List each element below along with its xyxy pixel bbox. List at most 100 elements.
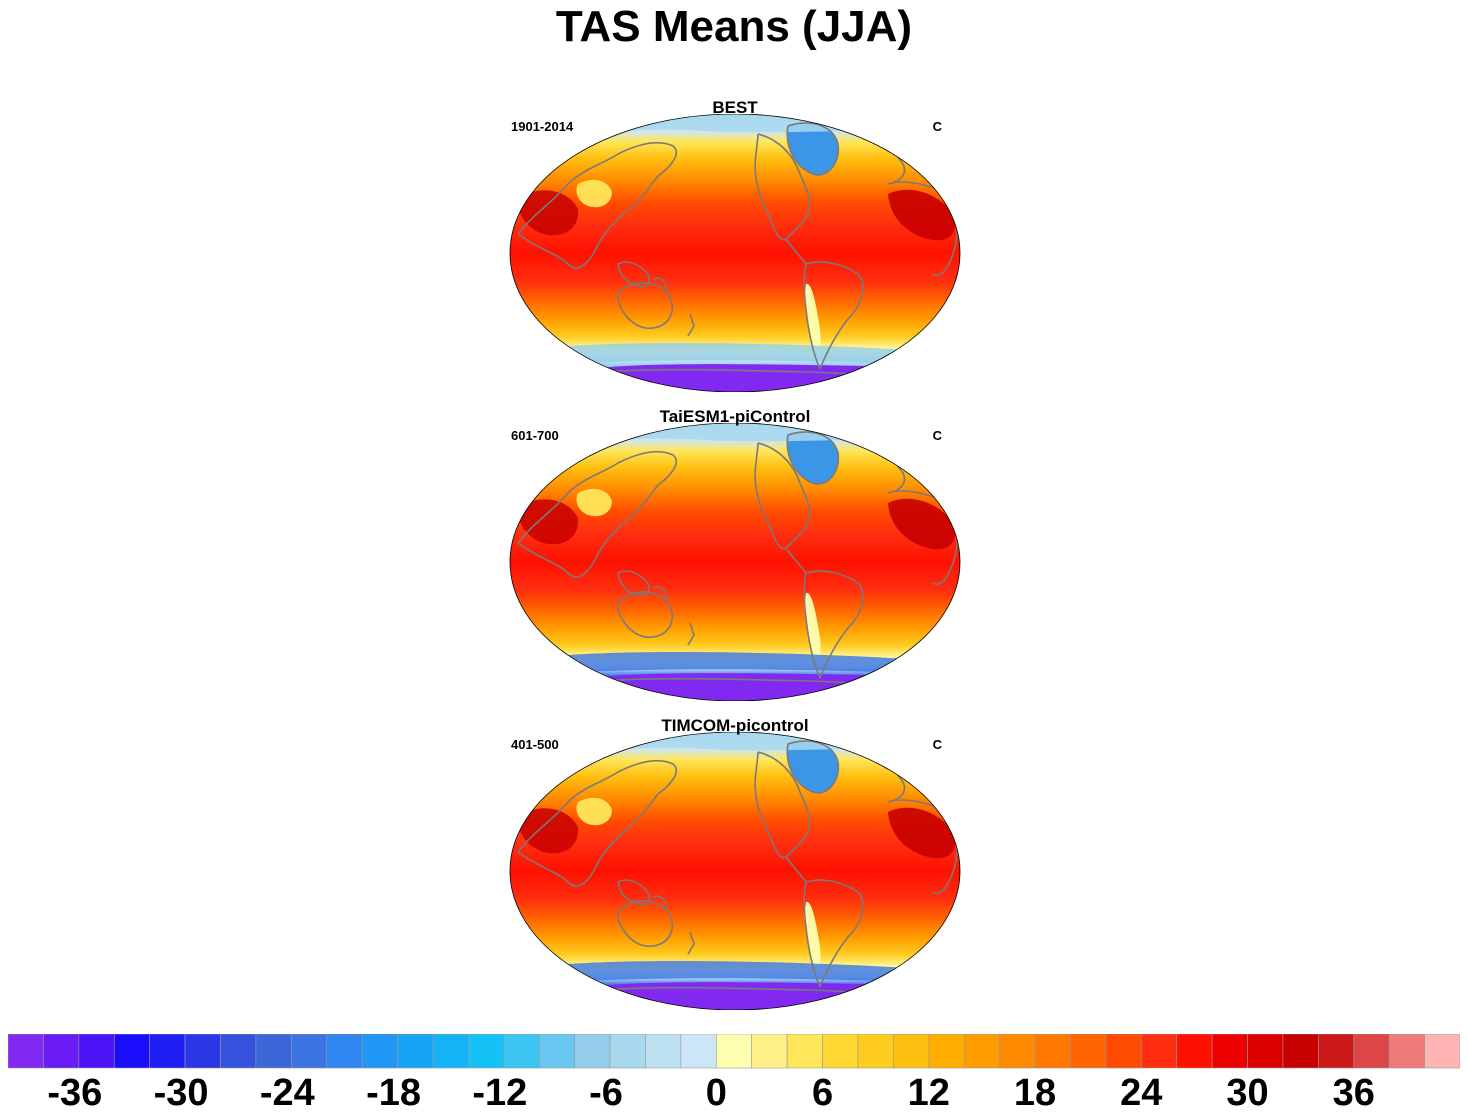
colorbar-box: [149, 1034, 186, 1069]
colorbar-box: [609, 1034, 646, 1069]
colorbar-tick-label: 0: [705, 1072, 727, 1114]
south-america-coastline: [803, 261, 864, 370]
greenland-coastline: [786, 122, 840, 176]
colorbar-box: [822, 1034, 859, 1069]
panel-title: TaiESM1-piControl: [659, 407, 811, 426]
colorbar-box: [1424, 1034, 1460, 1069]
southern-ocean-band: [568, 652, 908, 673]
south-america-coastline: [803, 879, 864, 988]
eurasia-coastline: [517, 142, 678, 269]
colorbar-box: [503, 1034, 540, 1069]
southern-ocean-band: [568, 961, 908, 982]
colorbar-box: [184, 1034, 221, 1069]
colorbar-tick-label: -24: [259, 1072, 315, 1114]
colorbar-box: [1070, 1034, 1107, 1069]
colorbar-box: [1034, 1034, 1071, 1069]
greenland-region: [787, 123, 839, 175]
colorbar-box: [715, 1034, 752, 1069]
colorbar-box: [1282, 1034, 1319, 1069]
colorbar: [8, 1034, 1460, 1069]
panel-period-label: 601-700: [511, 428, 559, 443]
new-zealand-coastline: [687, 931, 695, 955]
panel-title: TIMCOM-picontrol: [661, 716, 809, 735]
colorbar-box: [220, 1034, 257, 1069]
colorbar-tick-label: -12: [472, 1072, 528, 1114]
middle-east-hot-region: [517, 190, 579, 236]
central-america-coastline: [785, 547, 807, 574]
colorbar-box: [1211, 1034, 1248, 1069]
colorbar-box: [397, 1034, 434, 1069]
central-america-coastline: [785, 238, 807, 265]
map-plot: [509, 114, 961, 392]
colorbar-box: [326, 1034, 363, 1069]
middle-east-hot-region: [517, 808, 579, 854]
panel-units-label: C: [932, 428, 942, 443]
map-border: [509, 732, 961, 1010]
greenland-coastline: [786, 431, 840, 485]
colorbar-tick-label: -6: [589, 1072, 623, 1114]
island-coastline: [652, 586, 668, 600]
eurasia-coastline: [517, 451, 678, 578]
australia-coastline: [617, 282, 674, 329]
panel-period-label: 401-500: [511, 737, 559, 752]
southern-ocean-band: [568, 343, 908, 364]
colorbar-box: [751, 1034, 788, 1069]
greenland-coastline: [786, 740, 840, 794]
south-america-coastline: [803, 570, 864, 679]
antarctica-region: [588, 982, 868, 1010]
antarctica-region: [588, 673, 868, 701]
colorbar-box: [1247, 1034, 1284, 1069]
sahara-hot-region: [888, 807, 956, 859]
colorbar-box: [1176, 1034, 1213, 1069]
colorbar-tick-label: 12: [907, 1072, 950, 1114]
eurasia-coastline: [517, 760, 678, 887]
colorbar-box: [857, 1034, 894, 1069]
colorbar-box: [645, 1034, 682, 1069]
new-zealand-coastline: [687, 622, 695, 646]
map-plot: [509, 732, 961, 1010]
colorbar-box: [113, 1034, 150, 1069]
panel-title: BEST: [712, 98, 758, 117]
colorbar-box: [43, 1034, 80, 1069]
panel-period-label: 1901-2014: [511, 119, 574, 134]
australia-coastline: [617, 900, 674, 947]
tibet-cool-region: [576, 488, 612, 517]
colorbar-box: [291, 1034, 328, 1069]
colorbar-box: [1353, 1034, 1390, 1069]
colorbar-box: [78, 1034, 115, 1069]
colorbar-box: [574, 1034, 611, 1069]
colorbar-tick-label: -36: [47, 1072, 103, 1114]
greenland-region: [787, 741, 839, 793]
andes-cool-region: [804, 592, 821, 665]
colorbar-tick-label: 24: [1120, 1072, 1163, 1114]
andes-cool-region: [804, 283, 821, 356]
colorbar-tick-label: 30: [1226, 1072, 1269, 1114]
colorbar-box: [1105, 1034, 1142, 1069]
colorbar-box: [786, 1034, 823, 1069]
colorbar-box: [680, 1034, 717, 1069]
colorbar-box: [8, 1034, 44, 1069]
colorbar-box: [1388, 1034, 1425, 1069]
antarctica-region: [588, 364, 868, 392]
central-america-coastline: [785, 856, 807, 883]
map-panel-timcom: TIMCOM-picontrol 401-500 C: [508, 716, 962, 1032]
colorbar-tick-label: 36: [1332, 1072, 1375, 1114]
colorbar-box: [893, 1034, 930, 1069]
colorbar-box: [361, 1034, 398, 1069]
sahara-hot-region: [888, 189, 956, 241]
panel-units-label: C: [932, 737, 942, 752]
tibet-cool-region: [576, 797, 612, 826]
colorbar-tick-label: -18: [366, 1072, 422, 1114]
colorbar-box: [1318, 1034, 1355, 1069]
greenland-region: [787, 432, 839, 484]
sahara-hot-region: [888, 498, 956, 550]
colorbar-box: [1140, 1034, 1177, 1069]
map-plot: [509, 423, 961, 701]
colorbar-tick-label: 18: [1013, 1072, 1057, 1114]
colorbar-box: [432, 1034, 469, 1069]
new-zealand-coastline: [687, 313, 695, 337]
colorbar-box: [963, 1034, 1000, 1069]
island-coastline: [652, 895, 668, 909]
colorbar-box: [928, 1034, 965, 1069]
panel-units-label: C: [932, 119, 942, 134]
